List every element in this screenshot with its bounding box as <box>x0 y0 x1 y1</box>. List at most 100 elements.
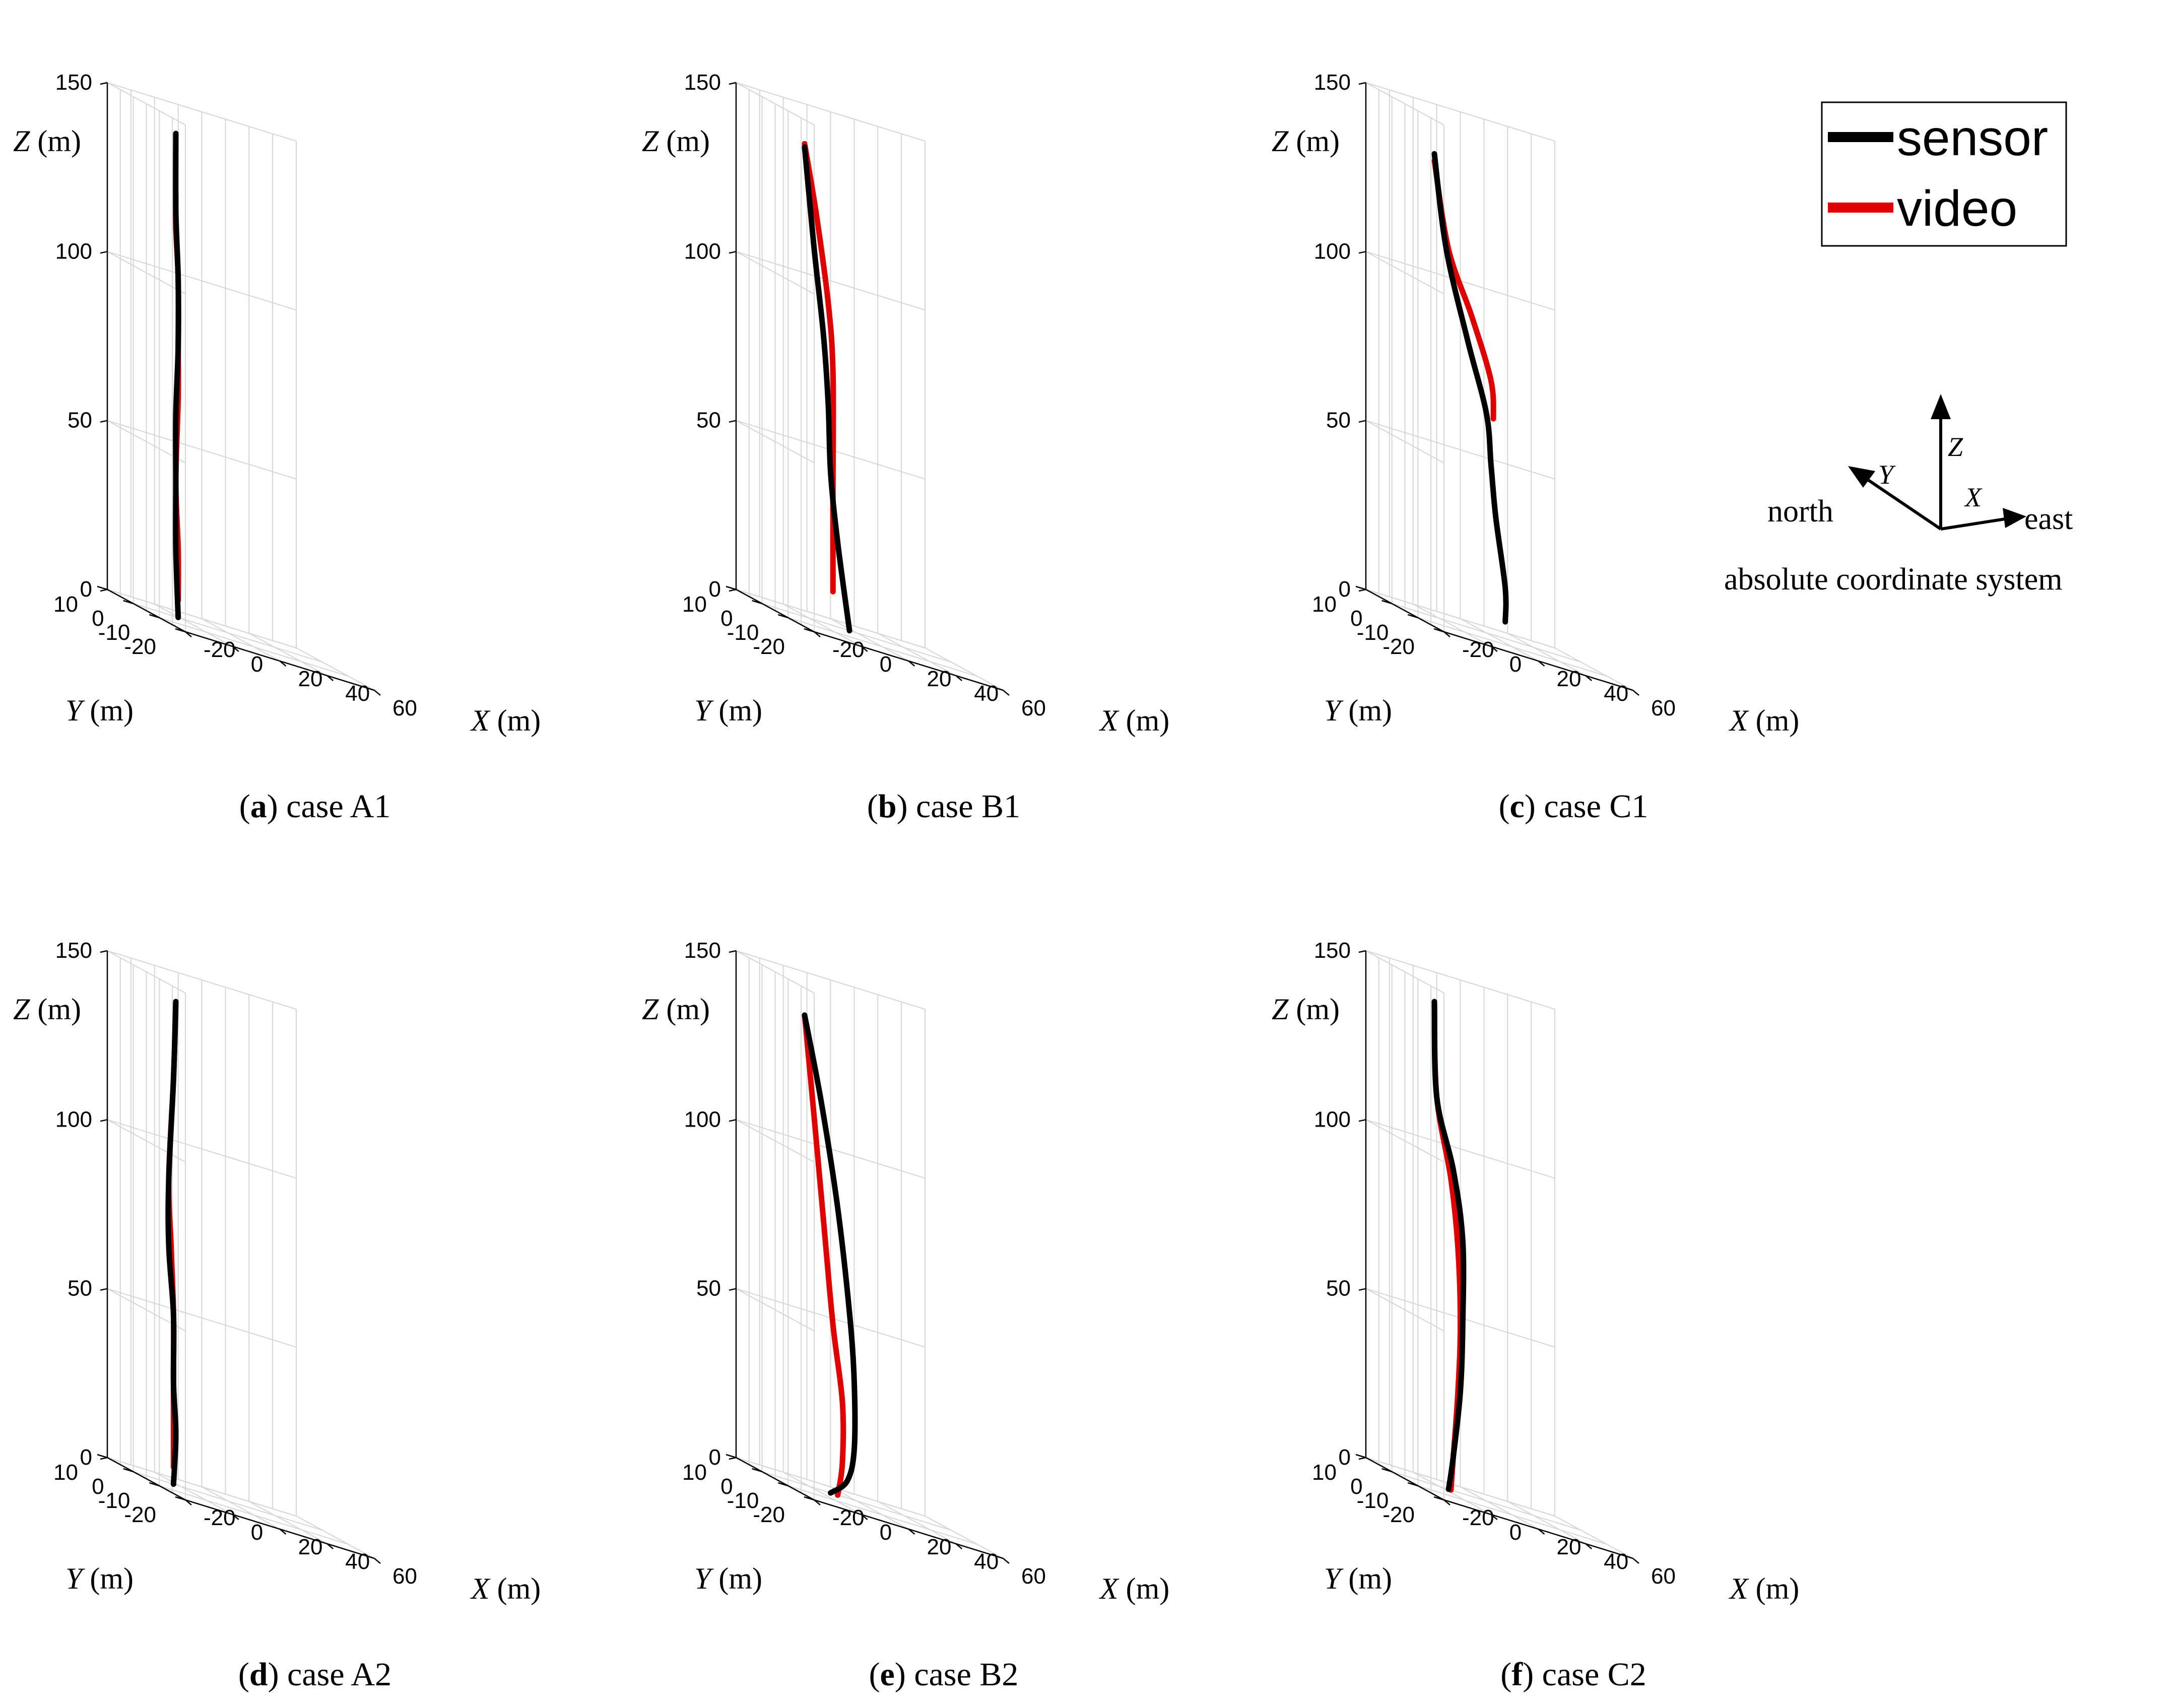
y-tick-mark <box>1381 600 1393 605</box>
y-tick-label: 10 <box>1312 1460 1337 1485</box>
y-tick-label: 10 <box>682 592 707 617</box>
x-axis-label: X (m) <box>470 704 541 737</box>
grid-line <box>736 82 815 125</box>
grid-line <box>107 1457 297 1517</box>
z-tick-mark <box>1358 251 1366 254</box>
y-tick-label: -10 <box>727 620 759 645</box>
y-tick-mark <box>175 628 186 633</box>
z-tick-mark <box>100 950 108 953</box>
z-tick-mark <box>1358 1119 1366 1122</box>
y-tick-label: -20 <box>753 1502 785 1527</box>
y-tick-label: 0 <box>92 1474 104 1499</box>
grid-line <box>783 604 862 647</box>
x-tick-label: -20 <box>1462 1505 1494 1530</box>
grid-line <box>107 950 297 1010</box>
z-tick-label: 50 <box>68 1276 92 1301</box>
z-axis-label: Z (m) <box>1272 124 1340 158</box>
grid-line <box>107 950 186 994</box>
grid-line <box>107 82 297 142</box>
grid-line <box>736 82 926 142</box>
coord-y-arrow-shaft <box>1865 477 1942 531</box>
x-tick-label: -20 <box>204 637 236 662</box>
grid-line <box>1554 647 1633 691</box>
grid-line <box>154 1472 233 1515</box>
grid-line <box>107 589 297 648</box>
grid-line <box>1460 618 1539 662</box>
z-tick-label: 0 <box>1339 1445 1351 1470</box>
x-tick-label: 0 <box>880 652 892 677</box>
x-tick-label: 20 <box>927 1535 952 1559</box>
x-tick-mark <box>232 646 239 652</box>
x-tick-mark <box>1585 675 1593 681</box>
grid-line <box>1392 603 1581 663</box>
x-tick-label: 0 <box>251 652 263 677</box>
y-tick-label: -20 <box>753 634 785 659</box>
y-tick-mark <box>804 1496 815 1501</box>
series-sensor-line <box>1431 151 1509 625</box>
y-axis-label: Y (m) <box>694 694 762 727</box>
grid-line <box>783 1472 862 1515</box>
y-tick-label: -20 <box>124 1502 156 1527</box>
y-axis-line <box>1365 588 1444 633</box>
z-tick-label: 100 <box>1314 1107 1351 1132</box>
grid-line <box>736 950 815 994</box>
grid-line <box>736 950 926 1010</box>
series-video-line <box>802 1012 846 1498</box>
y-tick-label: 10 <box>682 1460 707 1485</box>
x-tick-mark <box>1490 1514 1498 1520</box>
y-tick-mark <box>726 1454 737 1459</box>
x-tick-mark <box>1632 1558 1639 1564</box>
x-tick-mark <box>326 1543 334 1549</box>
y-tick-mark <box>804 628 815 633</box>
grid-line <box>1365 1288 1444 1332</box>
z-tick-label: 0 <box>709 1445 721 1470</box>
x-tick-label: 20 <box>1557 1535 1581 1559</box>
x-tick-mark <box>1003 690 1010 696</box>
grid-line <box>107 82 186 125</box>
grid-line <box>107 1288 297 1348</box>
y-tick-label: -10 <box>98 620 130 645</box>
z-tick-mark <box>1358 1288 1366 1291</box>
x-tick-label: -20 <box>1462 637 1494 662</box>
x-tick-label: 20 <box>1557 667 1581 691</box>
y-tick-label: -10 <box>1357 1488 1389 1513</box>
x-tick-mark <box>326 675 334 681</box>
x-tick-label: 60 <box>1021 696 1046 720</box>
x-tick-mark <box>955 675 963 681</box>
x-tick-mark <box>185 1499 192 1505</box>
coord-z-label: Z <box>1948 432 1963 462</box>
grid-line <box>133 603 322 663</box>
grid-line <box>1413 604 1492 647</box>
y-axis-label: Y (m) <box>65 694 134 727</box>
grid-line <box>925 647 1004 691</box>
y-tick-label: -10 <box>727 1488 759 1513</box>
x-tick-mark <box>1538 1529 1545 1535</box>
grid-line <box>107 1119 297 1179</box>
panel-caption: (c) case C1 <box>1499 788 1649 825</box>
y-tick-mark <box>123 1468 134 1473</box>
x-tick-mark <box>908 661 915 667</box>
grid-line <box>736 589 926 648</box>
coord-x-label: X <box>1964 482 1983 512</box>
series-sensor-line <box>802 144 852 634</box>
grid-line <box>107 251 186 295</box>
y-tick-label: 10 <box>53 592 78 617</box>
y-tick-label: 0 <box>1350 1474 1362 1499</box>
y-tick-mark <box>752 1468 763 1473</box>
z-tick-mark <box>729 420 737 423</box>
x-axis-label: X (m) <box>470 1572 541 1605</box>
x-tick-label: -20 <box>832 637 865 662</box>
x-tick-mark <box>1490 646 1498 652</box>
grid-line <box>788 1485 977 1545</box>
x-tick-mark <box>232 1514 239 1520</box>
z-tick-label: 100 <box>1314 239 1351 264</box>
grid-line <box>1507 633 1586 676</box>
y-tick-mark <box>175 1496 186 1501</box>
grid-line <box>736 420 815 464</box>
z-axis-label: Z (m) <box>642 124 710 158</box>
y-tick-mark <box>149 1482 160 1487</box>
grid-line <box>133 1471 322 1531</box>
